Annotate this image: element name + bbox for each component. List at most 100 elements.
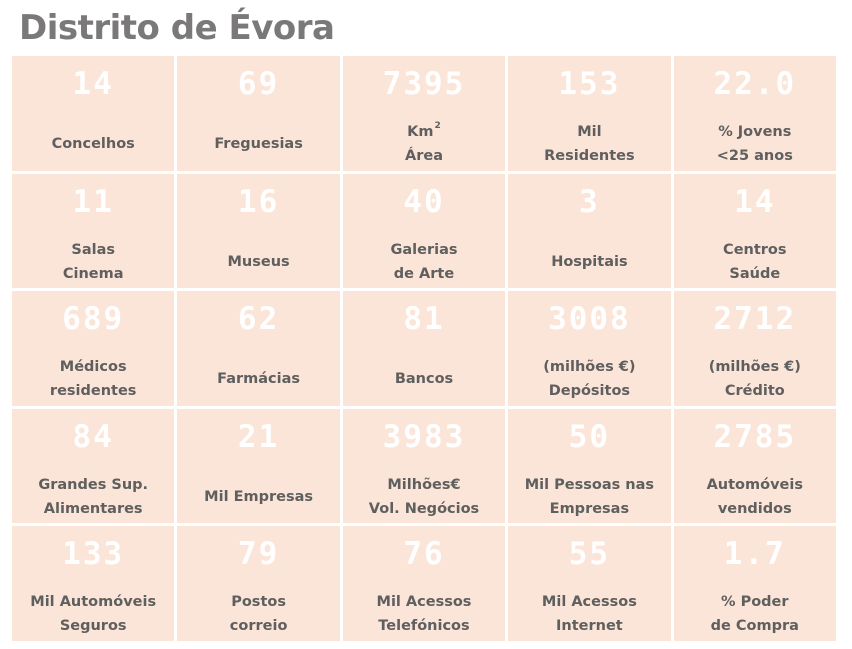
stat-label: Concelhos <box>14 116 172 171</box>
stat-label-line: Museus <box>228 250 290 274</box>
stat-label-line: residentes <box>50 379 137 403</box>
stat-cell: 76 Mil Acessos Telefónicos <box>342 526 506 641</box>
stat-value: 153 <box>558 66 621 102</box>
stat-label: % Poder de Compra <box>676 586 834 641</box>
stat-cell: 79 Postos correio <box>177 526 340 641</box>
stat-cell: 14 Centros Saúde <box>673 173 836 289</box>
stat-label-text: Salas <box>71 241 115 258</box>
stat-label-text: Alimentares <box>43 500 143 517</box>
stat-label-line: Mil Acessos <box>542 590 637 614</box>
stat-value: 16 <box>237 183 280 220</box>
stat-label-text: residentes <box>49 383 137 400</box>
stat-label-line: Galerias <box>390 238 457 262</box>
stat-value: 3008 <box>548 301 631 338</box>
stat-label-text: Área <box>404 148 443 164</box>
stat-label-line: Mil Automóveis <box>30 590 156 614</box>
stat-label-text: % Jovens <box>718 124 792 140</box>
stat-label: % Jovens <25 anos <box>676 116 834 171</box>
stat-value: 3983 <box>382 418 466 455</box>
stat-label: Postos correio <box>179 586 337 641</box>
stat-label-text: Telefónicos <box>378 618 470 635</box>
stat-label-line: Freguesias <box>214 132 303 156</box>
stat-label-line: % Poder <box>711 590 799 614</box>
stat-label-line: Bancos <box>395 367 453 391</box>
stat-value: 50 <box>568 418 611 455</box>
page-title: Distrito de Évora <box>19 8 335 48</box>
superscript: 2 <box>434 121 441 131</box>
stat-value: 14 <box>734 183 776 220</box>
stat-value: 689 <box>62 301 125 338</box>
stat-label-text: Mil Automóveis <box>30 594 157 611</box>
stat-value: 55 <box>568 536 611 573</box>
stat-value: 62 <box>237 301 280 338</box>
stat-cell: 62 Farmácias <box>177 291 340 406</box>
stat-value: 40 <box>403 183 445 220</box>
stat-value: 11 <box>72 183 114 220</box>
stat-cell: 3983 Milhões€ Vol. Negócios <box>342 408 506 524</box>
stat-label-line: Médicos <box>50 355 137 379</box>
stat-value: 79 <box>237 536 280 573</box>
stat-label-text: correio <box>229 618 288 635</box>
stat-label-text: Mil Acessos <box>541 594 637 611</box>
stat-label-text: Postos <box>231 594 286 611</box>
stat-label-line: Depósitos <box>543 379 635 403</box>
stat-cell: 22.0 % Jovens <25 anos <box>673 56 836 171</box>
stat-cell: 69 Freguesias <box>177 56 340 171</box>
stat-label-line: Postos <box>230 590 288 614</box>
stat-label-line: (milhões €) <box>709 355 801 379</box>
stat-label-text: Residentes <box>544 148 635 164</box>
stat-label-text: Internet <box>556 618 623 635</box>
stat-cell: 3008 (milhões €) Depósitos <box>508 291 671 406</box>
stat-label-line: <25 anos <box>717 144 793 168</box>
stat-label: Milhões€ Vol. Negócios <box>345 469 503 524</box>
stat-value: 3 <box>579 183 600 220</box>
stat-cell: 50 Mil Pessoas nas Empresas <box>508 408 671 524</box>
stat-cell: 84 Grandes Sup. Alimentares <box>12 408 175 524</box>
stat-label-line: Salas <box>63 238 124 262</box>
stat-label-text: Vol. Negócios <box>368 500 480 517</box>
stat-label-text: <25 anos <box>716 148 793 164</box>
stat-label: Km2 Área <box>345 116 503 171</box>
stat-value: 1.7 <box>723 536 786 573</box>
stats-grid: 14 Concelhos 69 Freguesias 7395 Km2 Área 153 Mil… <box>12 56 836 641</box>
stat-label: (milhões €) Crédito <box>676 351 834 406</box>
stat-label-text: Centros <box>723 241 787 258</box>
stat-cell: 7395 Km2 Área <box>342 56 506 171</box>
stat-cell: 55 Mil Acessos Internet <box>508 526 671 641</box>
stat-cell: 14 Concelhos <box>12 56 175 171</box>
stat-label-line: de Arte <box>390 262 457 286</box>
stat-label-text: Empresas <box>549 500 630 517</box>
stat-label-line: Hospitais <box>551 250 627 274</box>
stat-label-text: Saúde <box>729 265 781 282</box>
stat-label-text: Milhões€ <box>387 476 461 493</box>
stat-value: 69 <box>237 66 280 102</box>
stat-value: 2785 <box>713 418 797 455</box>
stat-label-line: Área <box>405 144 443 168</box>
stat-cell: 153 Mil Residentes <box>508 56 671 171</box>
stat-value: 76 <box>403 536 445 573</box>
stat-label-line: Milhões€ <box>369 473 479 497</box>
stat-label-text: de Compra <box>710 618 799 635</box>
stat-cell: 1.7 % Poder de Compra <box>673 526 836 641</box>
stat-label-line: (milhões €) <box>543 355 635 379</box>
stat-label-text: Km <box>407 124 434 140</box>
stat-label-line: Cinema <box>63 262 124 286</box>
stat-label-text: Depósitos <box>548 383 631 400</box>
stat-label: Salas Cinema <box>14 234 172 289</box>
stat-label-text: vendidos <box>717 500 792 517</box>
stat-label-text: Automóveis <box>706 476 803 493</box>
stat-label-line: Concelhos <box>52 132 135 156</box>
stat-label: Mil Acessos Telefónicos <box>345 586 503 641</box>
stat-value: 84 <box>72 418 114 455</box>
stat-label: Galerias de Arte <box>345 234 503 289</box>
stat-label-text: (milhões €) <box>543 359 636 376</box>
stat-label-line: correio <box>230 614 288 638</box>
stat-value: 133 <box>62 536 125 573</box>
stat-label-line: Km2 <box>405 120 443 144</box>
stat-label: Mil Acessos Internet <box>510 586 668 641</box>
stat-label-line: Internet <box>542 614 637 638</box>
stat-label-text: Crédito <box>724 383 785 400</box>
stat-cell: 133 Mil Automóveis Seguros <box>12 526 175 641</box>
stat-cell: 3 Hospitais <box>508 173 671 289</box>
stat-label-line: Saúde <box>723 262 786 286</box>
